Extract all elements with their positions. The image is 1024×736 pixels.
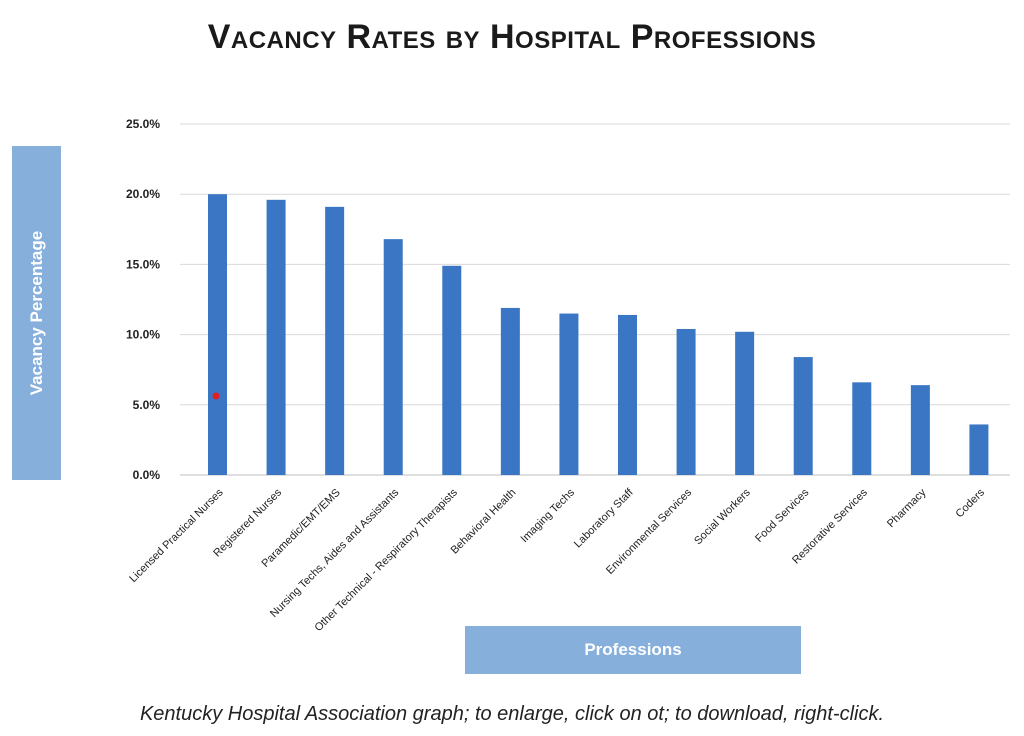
bar — [969, 424, 989, 475]
x-tick-label: Pharmacy — [885, 486, 929, 530]
y-tick-label: 10.0% — [126, 328, 160, 342]
x-tick-label: Coders — [953, 486, 987, 520]
y-tick-label: 15.0% — [126, 257, 160, 271]
bar — [852, 382, 872, 475]
x-axis-label-box: Professions — [465, 626, 801, 674]
bar — [910, 385, 930, 475]
bar — [383, 239, 403, 475]
x-tick-label: Licensed Practical Nurses — [127, 486, 226, 585]
chart-title: Vacancy Rates by Hospital Professions — [207, 18, 817, 56]
bars — [208, 194, 989, 476]
x-tick-label: Imaging Techs — [519, 486, 578, 545]
y-tick-label: 5.0% — [133, 398, 161, 412]
bar — [676, 328, 696, 475]
x-axis-label: Professions — [584, 640, 682, 659]
bar — [618, 314, 637, 475]
y-axis-label-box: Vacancy Percentage — [12, 146, 61, 480]
bar — [559, 313, 579, 475]
bar — [735, 331, 755, 475]
caption: Kentucky Hospital Association graph; to … — [139, 703, 885, 725]
x-tick-label: Nursing Techs, Aides and Assistants — [268, 486, 402, 620]
y-tick-label: 0.0% — [133, 468, 161, 482]
x-tick-label: Behavioral Health — [449, 487, 519, 557]
bar — [266, 199, 286, 476]
gridlines — [180, 123, 1010, 476]
bar — [208, 194, 227, 475]
bar-chart: 0.0% 5.0% 10.0% 15.0% 20.0% 25.0% Licensed Pr… — [126, 117, 1010, 634]
x-tick-label: Laboratory Staff — [572, 486, 636, 550]
y-tick-labels: 0.0% 5.0% 10.0% 15.0% 20.0% 25.0% — [126, 117, 160, 482]
y-tick-label: 25.0% — [126, 117, 160, 131]
bar — [500, 307, 520, 475]
bar — [325, 206, 345, 475]
bar — [793, 357, 813, 475]
y-tick-label: 20.0% — [126, 187, 160, 201]
x-tick-label: Social Workers — [692, 486, 753, 547]
marker-dot — [212, 392, 220, 400]
x-tick-label: Food Services — [753, 486, 812, 545]
bar — [442, 265, 462, 475]
